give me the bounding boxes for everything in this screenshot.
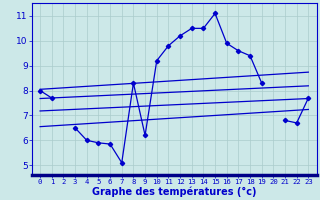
X-axis label: Graphe des températures (°c): Graphe des températures (°c)	[92, 186, 257, 197]
